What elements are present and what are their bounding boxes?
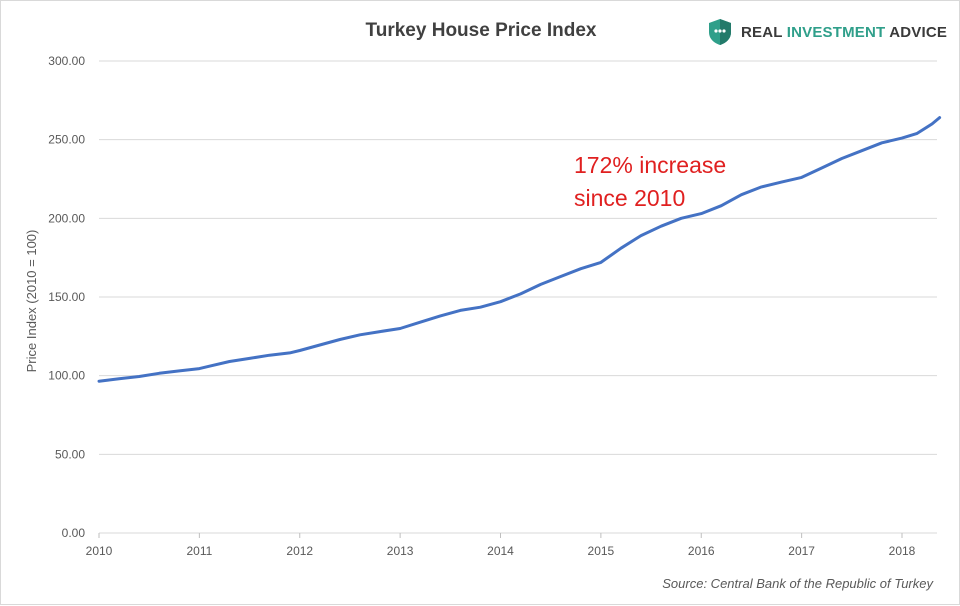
y-tick-label: 300.00 bbox=[48, 54, 85, 68]
y-tick-label: 0.00 bbox=[62, 526, 86, 540]
logo-text-advice: ADVICE bbox=[885, 23, 948, 41]
y-tick-label: 200.00 bbox=[48, 211, 85, 225]
y-tick-label: 50.00 bbox=[55, 447, 85, 461]
y-tick-label: 250.00 bbox=[48, 133, 85, 147]
logo-text-investment: INVESTMENT bbox=[786, 23, 886, 41]
x-tick-label: 2017 bbox=[788, 544, 815, 558]
x-tick-label: 2014 bbox=[487, 544, 514, 558]
y-axis-ticks: 0.00 50.00 100.00 150.00 200.00 250.00 300.00 bbox=[48, 54, 85, 540]
logo-text-real: REAL bbox=[741, 23, 787, 41]
x-tick-label: 2015 bbox=[588, 544, 615, 558]
series-line bbox=[97, 116, 942, 383]
annotation-line-2: since 2010 bbox=[574, 185, 685, 211]
x-tick-label: 2011 bbox=[186, 544, 212, 558]
shield-chat-icon bbox=[709, 19, 731, 45]
x-tick-label: 2013 bbox=[387, 544, 414, 558]
annotation-line-1: 172% increase bbox=[574, 152, 726, 178]
x-tick-label: 2012 bbox=[286, 544, 313, 558]
x-axis-ticks: 2010 2011 2012 2013 2014 2015 2016 2017 2018 bbox=[86, 533, 916, 558]
series-layer bbox=[97, 116, 942, 383]
x-tick-label: 2016 bbox=[688, 544, 715, 558]
real-investment-advice-logo: REAL INVESTMENT ADVICE bbox=[707, 17, 947, 47]
grid-layer bbox=[99, 60, 937, 534]
chart-title: Turkey House Price Index bbox=[366, 20, 597, 41]
y-tick-label: 150.00 bbox=[48, 290, 85, 304]
x-tick-label: 2010 bbox=[86, 544, 113, 558]
y-axis-label: Price Index (2010 = 100) bbox=[24, 230, 39, 373]
logo-text: REAL INVESTMENT ADVICE bbox=[741, 24, 947, 41]
x-tick-label: 2018 bbox=[889, 544, 916, 558]
y-tick-label: 100.00 bbox=[48, 369, 85, 383]
source-note: Source: Central Bank of the Republic of … bbox=[662, 576, 934, 591]
